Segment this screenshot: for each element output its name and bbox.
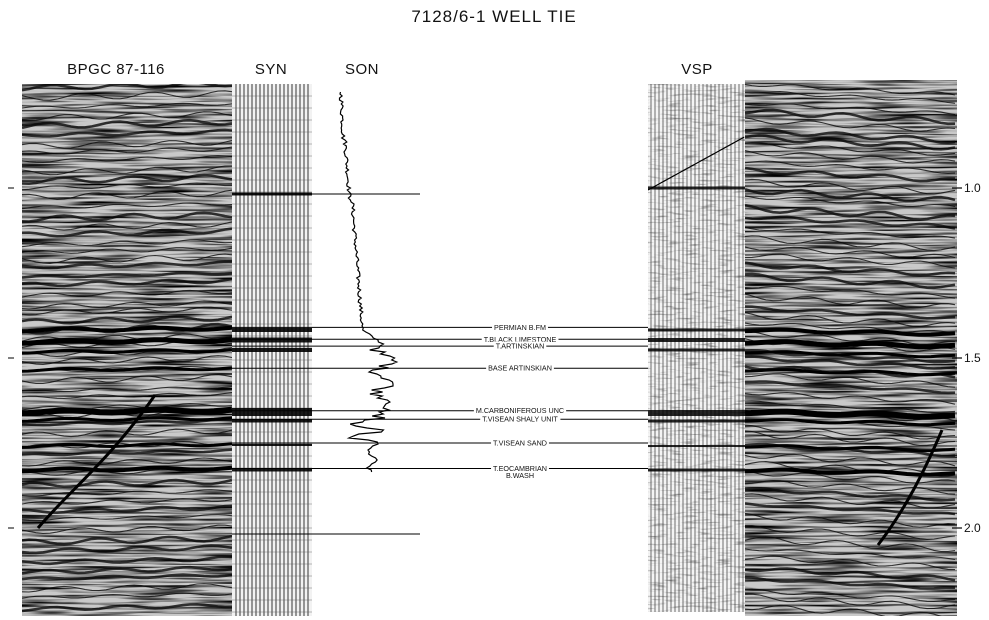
horizon-label: T.VISEAN SAND [493,439,547,448]
horizon-label: B.WASH [506,471,534,480]
synthetic-seismogram [232,84,312,616]
horizon-picks: PERMIAN B.FM T.BLACK LIMESTONET.ARTINSKIA… [232,322,648,480]
time-tick-label: 2.0 [964,521,981,535]
vsp-panel-label: VSP [681,61,713,78]
seismic-panel-label: BPGC 87-116 [67,61,165,78]
time-axis: 1.0 1.5 2.0 [8,181,981,535]
horizon-label: T.VISEAN SHALY UNIT [482,415,558,424]
seismic-section-right [745,80,957,616]
time-tick-label: 1.0 [964,181,981,195]
horizon-label: T.ARTINSKIAN [496,342,545,351]
fault-line-right [876,429,944,546]
synthetic-panel-label: SYN [255,61,287,78]
fault-line-left [36,394,157,529]
seismic-section-left [22,84,232,616]
vsp-section [648,84,745,612]
horizon-label: PERMIAN B.FM [494,323,546,332]
sonic-panel-label: SON [345,61,379,78]
horizon-label: T.BLACK LIMESTONE [484,335,557,344]
horizon-label: BASE ARTINSKIAN [488,364,552,373]
timing-lines [232,193,420,535]
time-tick-label: 1.5 [964,351,981,365]
horizon-label: M.CARBONIFEROUS UNC [476,406,564,415]
horizon-label: T.EOCAMBRIAN [493,464,547,473]
figure-title: 7128/6-1 WELL TIE [411,7,576,26]
sonic-log-curve [338,91,399,473]
